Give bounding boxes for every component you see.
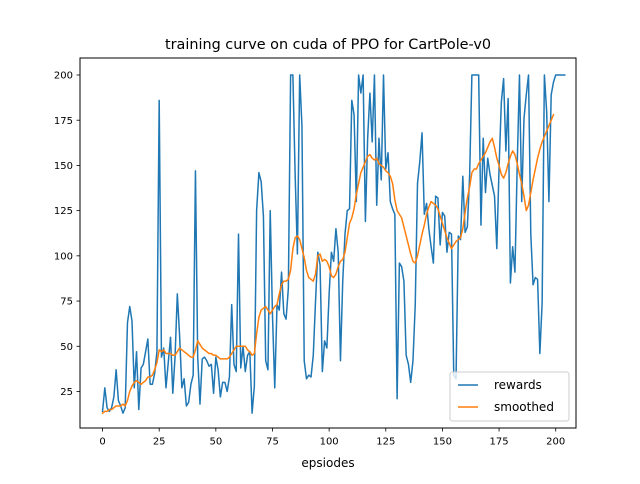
plot-frame [79, 57, 577, 429]
legend-box [449, 371, 570, 422]
x-tick-label: 200 [546, 437, 565, 448]
x-tick-label: 50 [209, 437, 222, 448]
legend-label-rewards: rewards [494, 378, 542, 392]
x-tick-label: 175 [490, 437, 509, 448]
y-tick-label: 125 [54, 206, 73, 217]
legend-label-smoothed: smoothed [494, 400, 554, 414]
x-tick-label: 100 [320, 437, 339, 448]
y-tick-label: 50 [60, 342, 73, 353]
x-axis-label: epsiodes [301, 456, 354, 470]
y-tick-label: 75 [60, 297, 73, 308]
series-line-rewards [101, 74, 566, 414]
x-axis-ticks: 0 25 50 75 100 125 150 175 200 [99, 428, 565, 448]
y-axis-ticks: 25 50 75 100 125 150 175 200 [54, 71, 80, 398]
y-tick-label: 100 [54, 251, 73, 262]
y-tick-label: 25 [60, 387, 73, 398]
legend: rewards smoothed [449, 371, 570, 422]
y-tick-label: 150 [54, 161, 73, 172]
y-tick-label: 200 [54, 71, 73, 82]
x-tick-label: 25 [153, 437, 166, 448]
x-tick-label: 75 [266, 437, 279, 448]
chart-title: training curve on cuda of PPO for CartPo… [165, 37, 491, 53]
x-tick-label: 150 [433, 437, 452, 448]
x-tick-label: 125 [376, 437, 395, 448]
series-line-smoothed [101, 113, 555, 415]
y-tick-label: 175 [54, 116, 73, 127]
series-layer [101, 74, 566, 415]
x-tick-label: 0 [99, 437, 105, 448]
